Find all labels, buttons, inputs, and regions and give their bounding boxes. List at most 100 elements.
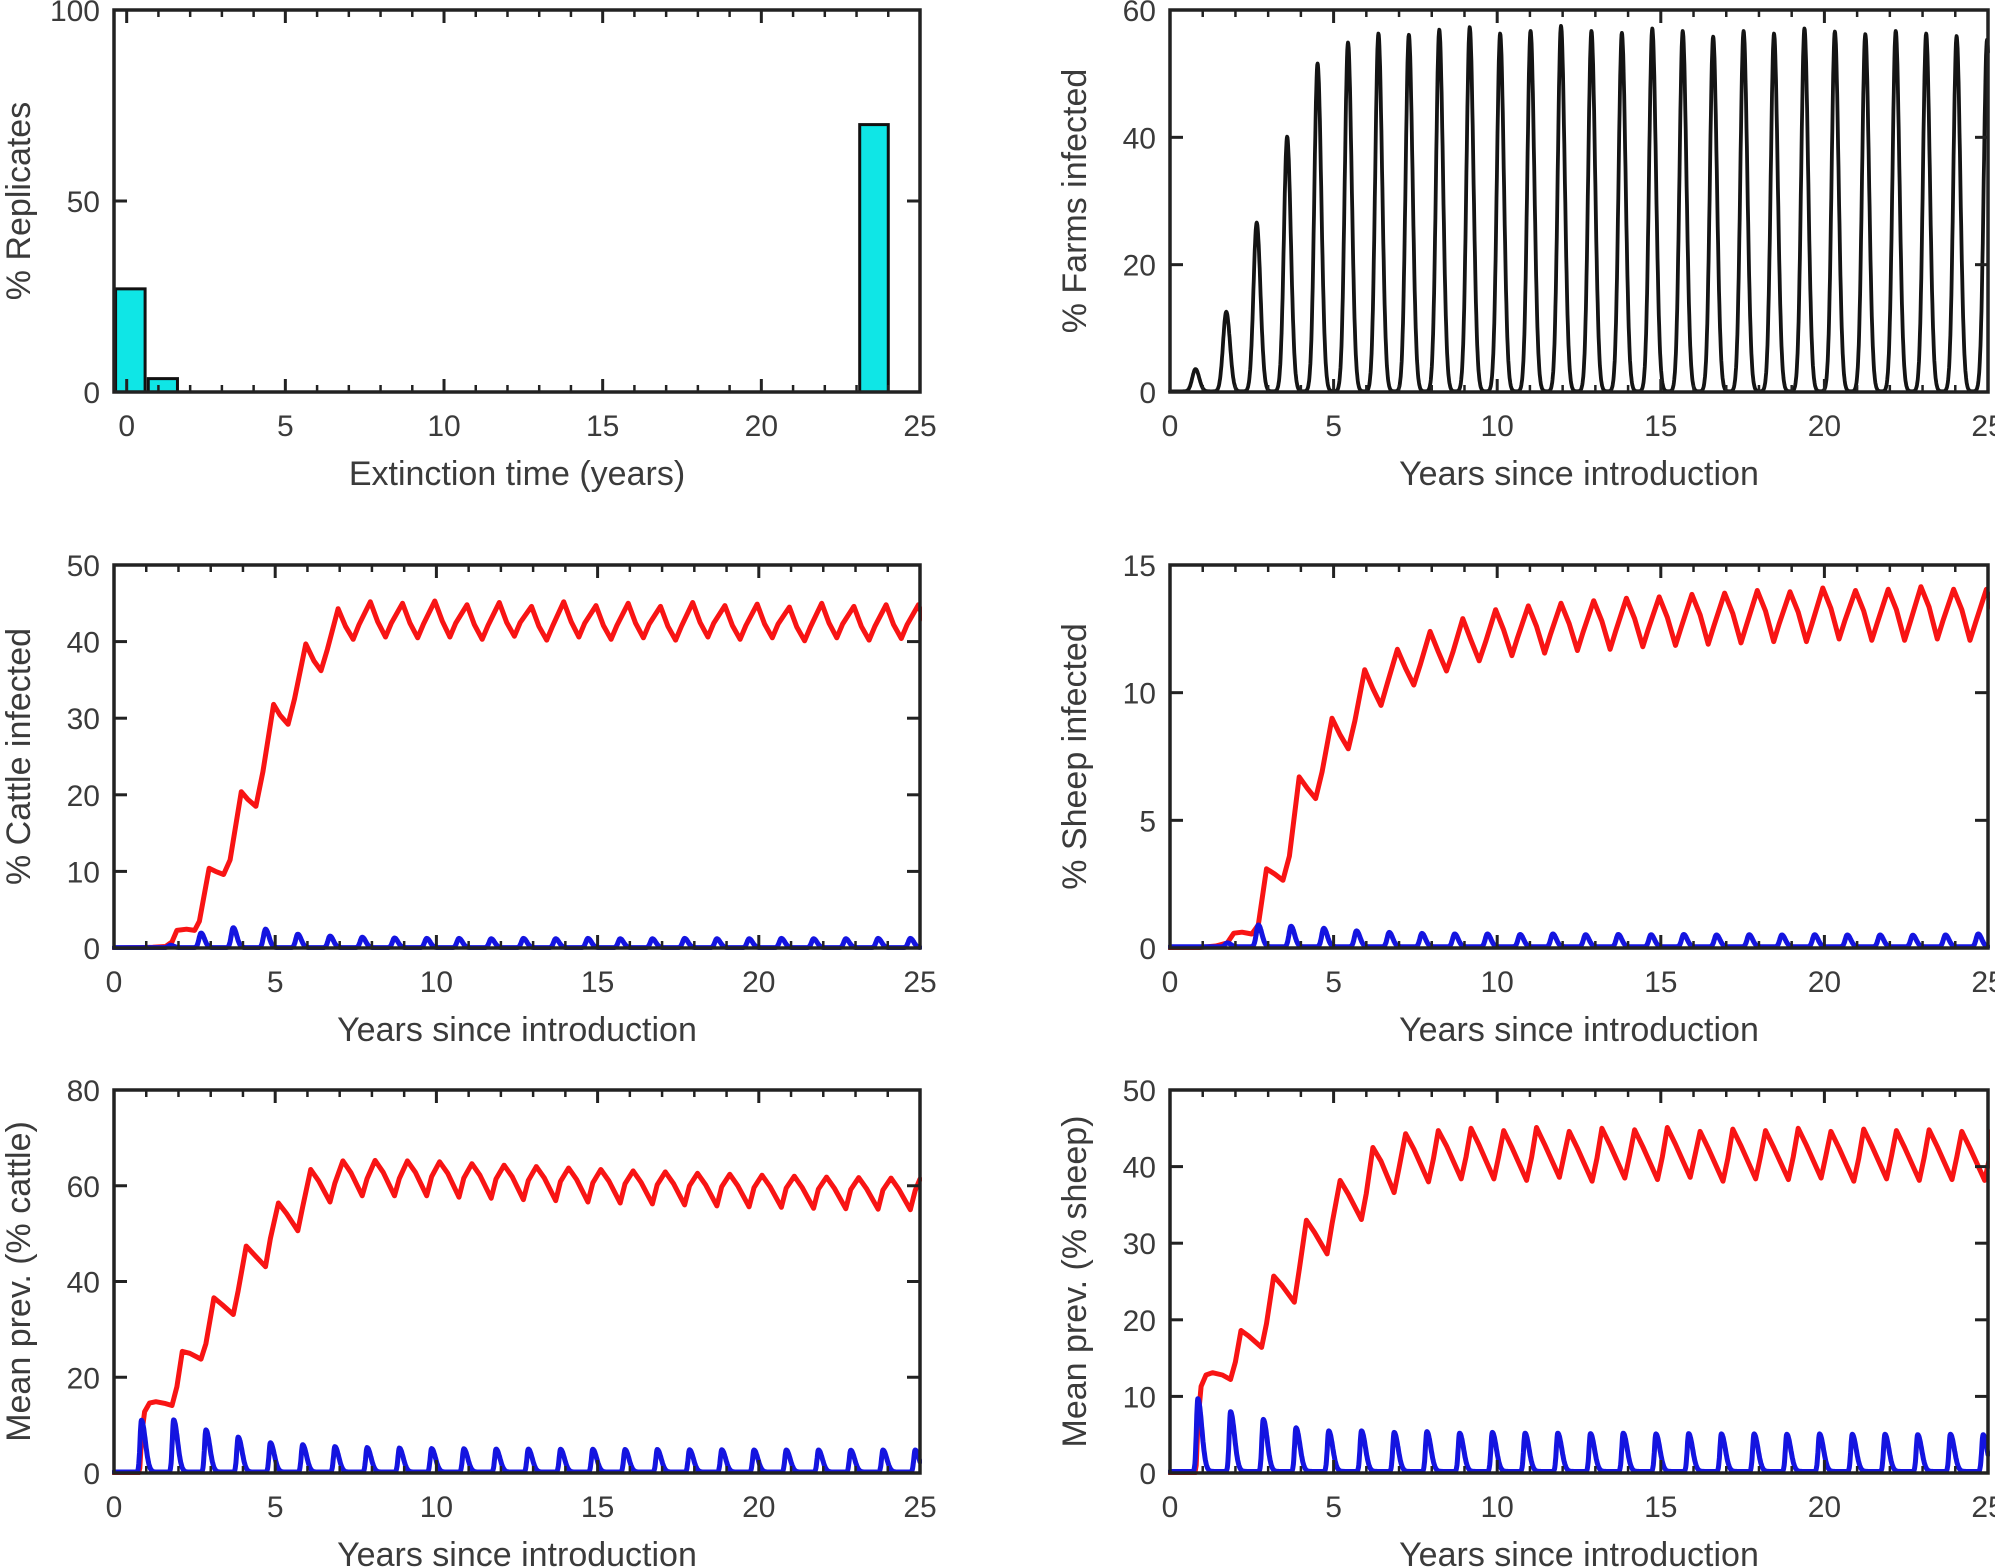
x-tick-label: 15 [1644,1491,1677,1524]
tick-labels: 0 5 10 15 20 25 0 10 20 30 40 50 [1123,1075,1995,1524]
y-tick-label: 5 [1139,805,1156,838]
x-tick-label: 10 [1481,410,1514,443]
cattle-infected-series-red [112,598,922,950]
y-tick-label: 30 [1123,1228,1156,1261]
tick-labels: 0 5 10 15 20 25 0 10 20 30 40 50 [67,550,937,999]
x-tick-label: 0 [106,1491,123,1524]
mean-prevalence-sheep-series [1168,1125,1990,1475]
y-tick-label: 60 [67,1171,100,1204]
y-tick-label: 40 [1123,122,1156,155]
x-tick-label: 10 [1481,966,1514,999]
extinction-time-histogram-series [114,123,890,394]
x-tick-label: 10 [420,1491,453,1524]
x-tick-label: 5 [267,1491,284,1524]
axes-box [1168,563,1990,950]
x-tick-label: 0 [1162,1491,1179,1524]
y-tick-label: 10 [1123,1381,1156,1414]
y-tick-label: 10 [67,856,100,889]
x-tick-label: 5 [277,410,294,443]
x-tick-label: 10 [427,410,460,443]
y-tick-label: 30 [67,703,100,736]
ticks [112,563,922,950]
y-tick-label: 40 [67,627,100,660]
x-axis-label: Years since introduction [1399,455,1759,493]
y-tick-label: 20 [67,1362,100,1395]
y-tick-label: 80 [67,1075,100,1108]
y-tick-label: 60 [1123,0,1156,28]
x-tick-label: 25 [1971,410,1995,443]
y-tick-label: 10 [1123,678,1156,711]
mean-prevalence-cattle-series-red [112,1157,922,1475]
tick-labels: 0 5 10 15 20 25 0 50 100 [50,0,937,443]
x-tick-label: 15 [581,1491,614,1524]
x-tick-label: 20 [1808,410,1841,443]
histogram-bar [858,123,890,394]
x-axis-label: Years since introduction [337,1536,697,1567]
ticks [1168,563,1990,950]
y-tick-label: 20 [1123,1305,1156,1338]
x-tick-label: 0 [1162,966,1179,999]
y-axis-label: % Farms infected [1056,69,1094,334]
y-axis-label: Mean prev. (% cattle) [0,1121,38,1442]
x-tick-label: 0 [1162,410,1179,443]
y-tick-label: 50 [67,550,100,583]
sheep-infected-series-red [1168,584,1990,950]
y-tick-label: 0 [83,1458,100,1491]
y-tick-label: 40 [67,1267,100,1300]
x-tick-label: 20 [745,410,778,443]
x-tick-label: 5 [1325,1491,1342,1524]
x-axis-label: Years since introduction [1399,1011,1759,1049]
y-axis-label: % Cattle infected [0,628,38,885]
x-axis-label: Years since introduction [1399,1536,1759,1567]
y-tick-label: 0 [1139,933,1156,966]
y-tick-label: 0 [83,933,100,966]
y-tick-label: 20 [67,780,100,813]
x-tick-label: 20 [1808,966,1841,999]
x-tick-label: 15 [581,966,614,999]
x-tick-label: 0 [106,966,123,999]
y-tick-label: 40 [1123,1152,1156,1185]
ticks [1168,8,1990,394]
x-tick-label: 20 [1808,1491,1841,1524]
mean-prevalence-sheep-series-blue [1168,1396,1990,1474]
x-tick-label: 15 [1644,410,1677,443]
x-tick-label: 25 [903,410,936,443]
tick-labels: 0 5 10 15 20 25 0 20 40 60 [1123,0,1995,443]
y-tick-label: 20 [1123,250,1156,283]
x-tick-label: 15 [1644,966,1677,999]
mean-prevalence-sheep-series-red [1168,1125,1990,1475]
x-tick-label: 25 [1971,966,1995,999]
axes-box [112,563,922,950]
y-axis-label: % Replicates [0,102,38,300]
x-tick-label: 20 [742,966,775,999]
x-tick-label: 0 [118,410,135,443]
x-tick-label: 5 [267,966,284,999]
x-tick-label: 10 [420,966,453,999]
axes-box [1168,8,1990,394]
x-tick-label: 5 [1325,966,1342,999]
x-tick-label: 10 [1481,1491,1514,1524]
y-axis-label: % Sheep infected [1056,623,1094,890]
axes-box [1168,1088,1990,1475]
x-tick-label: 15 [586,410,619,443]
tick-labels: 0 5 10 15 20 25 0 20 40 60 80 [67,1075,937,1524]
y-tick-label: 50 [1123,1075,1156,1108]
ticks [114,8,922,394]
x-axis-label: Extinction time (years) [349,455,685,493]
tick-labels: 0 5 10 15 20 25 0 5 10 15 [1123,550,1995,999]
x-tick-label: 25 [1971,1491,1995,1524]
y-axis-label: Mean prev. (% sheep) [1056,1116,1094,1448]
y-tick-label: 0 [1139,1458,1156,1491]
y-tick-label: 0 [1139,377,1156,410]
x-axis-label: Years since introduction [337,1011,697,1049]
x-tick-label: 25 [903,966,936,999]
y-tick-label: 100 [50,0,100,28]
ticks [1168,1088,1990,1475]
